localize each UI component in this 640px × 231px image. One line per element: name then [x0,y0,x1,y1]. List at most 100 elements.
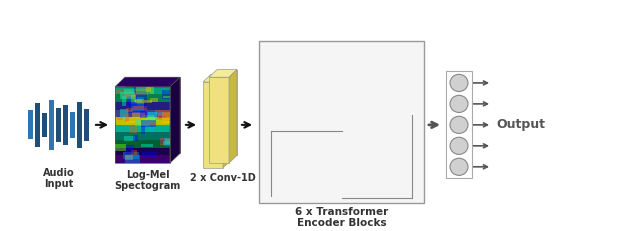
Text: 6 x Transformer
Encoder Blocks: 6 x Transformer Encoder Blocks [295,207,388,228]
Polygon shape [203,82,223,168]
Text: Log-Mel
Spectogram: Log-Mel Spectogram [115,170,180,191]
Bar [134,88,148,95]
Circle shape [450,158,468,175]
Polygon shape [217,70,237,155]
Bar [147,112,163,115]
Polygon shape [170,77,180,163]
Bar [141,125,145,134]
Bar [130,126,137,133]
Polygon shape [115,87,170,94]
Bar [115,144,127,152]
Bar [162,112,170,120]
Text: Output: Output [496,118,545,131]
Bar [162,90,170,99]
Bar [136,87,154,94]
Bar [117,117,123,120]
Bar [140,124,149,126]
Bar [123,152,139,159]
Bar [140,111,147,118]
Bar [129,104,145,113]
Bar [134,99,142,102]
Bar [149,126,154,131]
Bar [163,141,170,145]
FancyBboxPatch shape [276,144,407,167]
Circle shape [450,95,468,112]
Bar [63,105,68,145]
Bar [125,114,129,122]
Bar [142,115,159,121]
Polygon shape [115,94,170,102]
Bar [446,71,472,178]
Bar [141,120,156,127]
Bar [126,145,134,154]
Polygon shape [223,74,231,168]
Text: MLP: MLP [331,110,352,120]
Bar [154,114,158,117]
Bar [121,93,137,97]
Bar [42,113,47,137]
Polygon shape [115,110,170,117]
Bar [125,93,135,99]
Bar [125,155,140,163]
Bar [146,87,151,92]
Bar [164,138,170,146]
Polygon shape [115,102,170,110]
Polygon shape [209,77,229,163]
Bar [161,140,170,145]
Bar [56,108,61,142]
Polygon shape [229,70,237,163]
Polygon shape [125,77,180,153]
Bar [135,100,152,103]
Bar [162,121,170,123]
Bar [120,109,128,119]
Text: Audio
Input: Audio Input [43,168,74,189]
Polygon shape [115,148,170,155]
Bar [131,150,138,155]
Bar [70,112,75,138]
Bar [156,110,170,118]
Polygon shape [211,74,231,160]
Bar [132,135,138,141]
Bar [126,108,132,112]
Bar [125,155,132,160]
Bar [28,110,33,139]
Polygon shape [115,77,180,87]
Polygon shape [115,133,170,140]
Polygon shape [115,117,170,125]
Bar [35,103,40,147]
Text: 2 x Conv-1D: 2 x Conv-1D [190,173,256,182]
Bar [84,109,89,141]
Bar [127,96,137,106]
Bar [122,96,126,106]
Bar [134,91,147,99]
Bar [150,98,157,102]
Bar [142,152,157,157]
Polygon shape [115,125,170,133]
Bar [124,136,135,141]
Bar [135,119,150,126]
Bar [133,106,147,110]
Bar [165,139,170,144]
Bar [132,112,145,118]
Bar [136,97,144,100]
FancyBboxPatch shape [276,104,407,127]
Circle shape [450,137,468,154]
Bar [49,100,54,150]
Polygon shape [115,155,170,163]
Bar [161,137,170,145]
Bar [143,99,147,108]
Bar [126,121,135,123]
Text: Layer-Normalization: Layer-Normalization [289,150,394,160]
Bar [120,92,136,99]
Polygon shape [209,70,237,77]
Bar [77,102,82,148]
Bar [116,90,131,94]
Bar [141,143,154,147]
Polygon shape [115,140,170,148]
Bar [131,95,136,102]
Bar [163,96,170,97]
Bar [158,116,166,119]
Text: Self-Attention: Self-Attention [306,176,377,186]
Bar [134,87,150,94]
FancyBboxPatch shape [276,170,407,192]
